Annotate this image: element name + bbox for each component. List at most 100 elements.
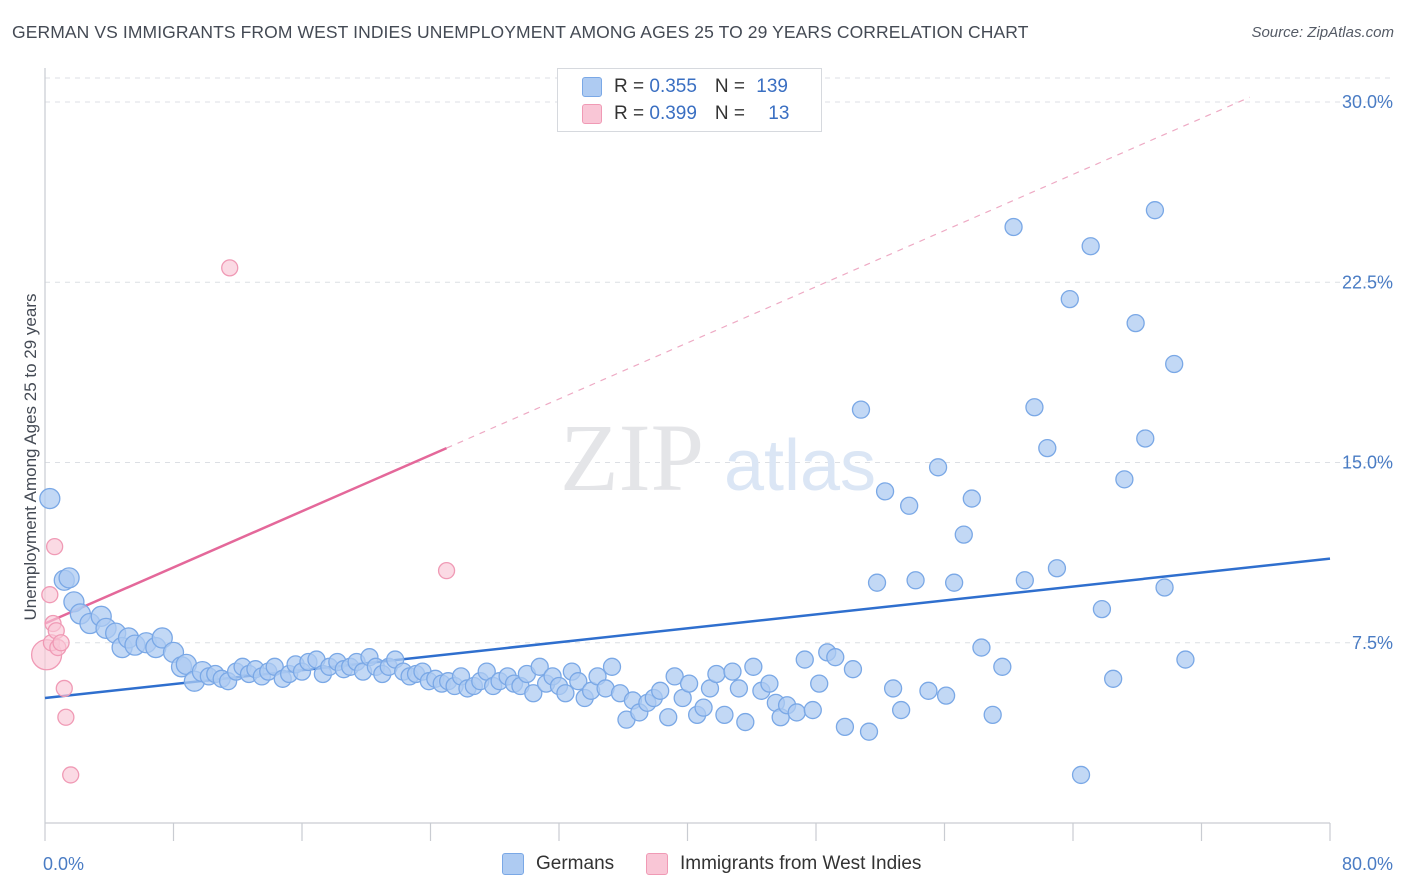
germans-point bbox=[803, 700, 822, 720]
legend-n-value: 139 bbox=[756, 76, 788, 97]
germans-point bbox=[851, 400, 871, 419]
germans-point bbox=[867, 573, 887, 592]
germans-point bbox=[859, 722, 879, 741]
legend-swatch-blue bbox=[582, 77, 602, 97]
source-label: Source: ZipAtlas.com bbox=[1251, 24, 1394, 41]
germans-point bbox=[1104, 669, 1123, 688]
chart-title: GERMAN VS IMMIGRANTS FROM WEST INDIES UN… bbox=[12, 22, 1029, 42]
germans-point bbox=[936, 686, 956, 705]
germans-point bbox=[1165, 354, 1184, 374]
germans-point bbox=[883, 679, 903, 698]
legend: R = 0.355 N = 139 R = 0.399 N = 13 bbox=[557, 68, 822, 132]
scatter-points bbox=[30, 201, 1195, 785]
legend-n-value: 13 bbox=[768, 103, 790, 124]
germans-point bbox=[1038, 438, 1057, 458]
germans-point bbox=[602, 657, 622, 676]
germans-point bbox=[944, 573, 964, 592]
watermark-atlas: atlas bbox=[724, 426, 876, 506]
germans-point bbox=[530, 657, 549, 676]
germans-point bbox=[760, 674, 779, 693]
immigrants-trend-extension bbox=[446, 96, 1250, 449]
tick-labels: 7.5% 15.0% 22.5% 30.0% 0.0% 80.0% bbox=[43, 92, 1393, 874]
immigrants-point bbox=[57, 708, 75, 726]
germans-point bbox=[151, 627, 173, 649]
germans-point bbox=[843, 660, 863, 679]
germans-point bbox=[58, 567, 80, 589]
germans-point bbox=[679, 674, 699, 693]
watermark: ZIP atlas bbox=[560, 404, 876, 511]
germans-point bbox=[787, 703, 806, 722]
germans-point bbox=[556, 684, 575, 703]
germans-point bbox=[962, 489, 981, 508]
germans-point bbox=[810, 674, 829, 693]
germans-point bbox=[744, 657, 763, 676]
x-tick-label: 0.0% bbox=[43, 854, 84, 874]
germans-point bbox=[891, 700, 911, 720]
germans-point bbox=[835, 717, 855, 737]
germans-point bbox=[729, 679, 749, 698]
germans-point bbox=[707, 664, 726, 684]
immigrants-point bbox=[62, 766, 80, 784]
watermark-zip: ZIP bbox=[560, 404, 704, 511]
germans-point bbox=[524, 684, 543, 703]
bottom-legend-swatch-pink bbox=[646, 853, 668, 875]
germans-point bbox=[900, 496, 919, 515]
germans-point bbox=[795, 650, 814, 669]
germans-point bbox=[39, 487, 61, 510]
germans-point bbox=[1025, 398, 1044, 417]
germans-point bbox=[665, 667, 684, 686]
legend-swatch-pink bbox=[582, 104, 602, 124]
immigrants-trend-line bbox=[44, 446, 448, 625]
y-tick-label: 7.5% bbox=[1352, 633, 1393, 653]
legend-r-value: 0.355 bbox=[649, 76, 697, 97]
gridlines bbox=[45, 77, 1392, 644]
y-tick-label: 22.5% bbox=[1342, 272, 1393, 292]
germans-point bbox=[1136, 429, 1155, 448]
legend-r-label: R = bbox=[614, 103, 650, 124]
trend-lines bbox=[44, 96, 1331, 700]
germans-point bbox=[569, 672, 588, 691]
immigrants-point bbox=[52, 634, 70, 652]
germans-point bbox=[954, 525, 973, 544]
immigrants-point bbox=[221, 259, 239, 277]
germans-point bbox=[1155, 578, 1174, 597]
bottom-legend-label: Immigrants from West Indies bbox=[680, 853, 922, 874]
legend-row-germans: R = 0.355 N = 139 bbox=[582, 75, 788, 99]
legend-n-label: N = bbox=[714, 103, 751, 124]
germans-point bbox=[723, 662, 742, 681]
legend-row-immigrants: R = 0.399 N = 13 bbox=[582, 102, 789, 126]
bottom-legend-swatch-blue bbox=[502, 853, 524, 875]
germans-point bbox=[875, 482, 895, 501]
germans-point bbox=[659, 708, 678, 727]
germans-point bbox=[919, 681, 938, 700]
bottom-legend-immigrants: Immigrants from West Indies bbox=[646, 852, 921, 876]
legend-r-value: 0.399 bbox=[649, 103, 697, 124]
germans-point bbox=[993, 657, 1012, 676]
germans-point bbox=[1060, 289, 1079, 309]
bottom-legend-label: Germans bbox=[536, 853, 615, 874]
germans-point bbox=[1047, 559, 1067, 578]
germans-point bbox=[1004, 217, 1023, 237]
germans-point bbox=[1115, 470, 1134, 489]
germans-point bbox=[1071, 765, 1091, 785]
germans-point bbox=[906, 571, 925, 590]
germans-point bbox=[972, 638, 991, 657]
germans-point bbox=[826, 648, 845, 667]
germans-point bbox=[694, 698, 713, 717]
legend-r-label: R = bbox=[614, 76, 650, 97]
immigrants-point bbox=[41, 586, 59, 604]
x-tick-label: 80.0% bbox=[1342, 854, 1393, 874]
germans-point bbox=[736, 712, 755, 732]
germans-point bbox=[1092, 599, 1112, 619]
germans-point bbox=[983, 705, 1002, 725]
germans-point bbox=[1081, 237, 1100, 256]
germans-point bbox=[1145, 201, 1165, 220]
germans-point bbox=[928, 458, 948, 477]
germans-point bbox=[1176, 650, 1195, 669]
y-tick-label: 15.0% bbox=[1342, 453, 1393, 473]
y-axis-label: Unemployment Among Ages 25 to 29 years bbox=[21, 294, 40, 621]
y-tick-label: 30.0% bbox=[1342, 92, 1393, 112]
immigrants-point bbox=[45, 537, 64, 556]
germans-point bbox=[651, 681, 670, 700]
